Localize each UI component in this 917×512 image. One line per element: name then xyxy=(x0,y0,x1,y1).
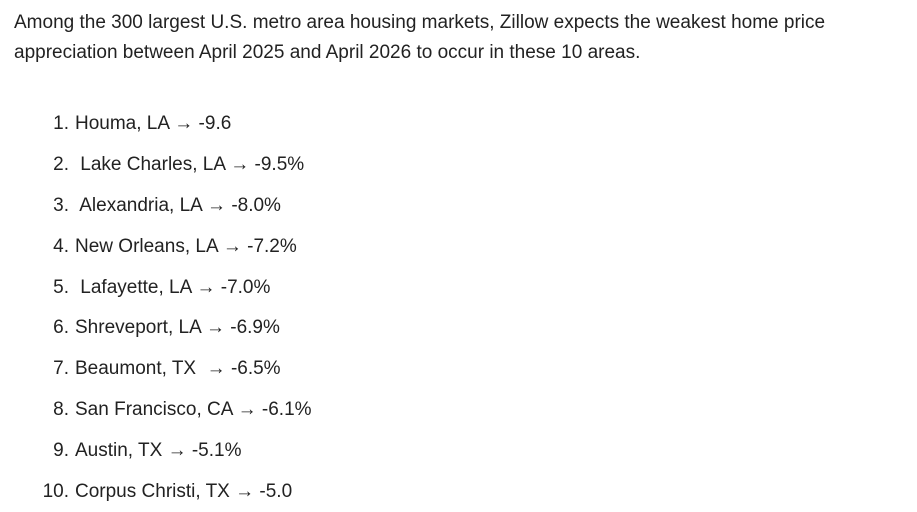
list-item-number: 1. xyxy=(53,113,69,135)
list-item: 9. Austin, TX → -5.1% xyxy=(0,430,312,471)
list-item-number: 2. xyxy=(53,154,69,176)
list-item-text: Alexandria, LA → -8.0% xyxy=(75,194,281,216)
list-item-text: Lafayette, LA → -7.0% xyxy=(75,276,271,298)
list-item: 4. New Orleans, LA → -7.2% xyxy=(0,226,312,267)
list-item-number: 7. xyxy=(53,358,69,380)
list-item: 8. San Francisco, CA → -6.1% xyxy=(0,390,312,431)
list-item-number: 4. xyxy=(53,235,69,257)
list-item-text: Austin, TX → -5.1% xyxy=(75,439,242,461)
list-item: 2. Lake Charles, LA → -9.5% xyxy=(0,145,312,186)
list-item-text: Beaumont, TX → -6.5% xyxy=(75,358,281,380)
list-item: 1. Houma, LA → -9.6 xyxy=(0,104,312,145)
list-item: 10. Corpus Christi, TX → -5.0 xyxy=(0,471,312,512)
list-item-number: 9. xyxy=(53,439,69,461)
list-item-text: Shreveport, LA → -6.9% xyxy=(75,317,280,339)
list-item-text: Corpus Christi, TX → -5.0 xyxy=(75,480,293,502)
list-item-text: Houma, LA → -9.6 xyxy=(75,113,232,135)
list-item-number: 8. xyxy=(53,398,69,420)
list-item-number: 6. xyxy=(53,317,69,339)
list-item: 7. Beaumont, TX → -6.5% xyxy=(0,349,312,390)
list-item-text: New Orleans, LA → -7.2% xyxy=(75,235,297,257)
list-item: 6. Shreveport, LA → -6.9% xyxy=(0,308,312,349)
list-item: 3. Alexandria, LA → -8.0% xyxy=(0,186,312,227)
intro-paragraph: Among the 300 largest U.S. metro area ho… xyxy=(14,12,826,63)
list-item-text: Lake Charles, LA → -9.5% xyxy=(75,154,305,176)
list-item: 5. Lafayette, LA → -7.0% xyxy=(0,267,312,308)
list-item-number: 5. xyxy=(53,276,69,298)
list-item-text: San Francisco, CA → -6.1% xyxy=(75,398,312,420)
ranked-list: 1. Houma, LA → -9.6 2. Lake Charles, LA … xyxy=(0,104,312,512)
list-item-number: 3. xyxy=(53,194,69,216)
list-item-number: 10. xyxy=(42,480,69,502)
